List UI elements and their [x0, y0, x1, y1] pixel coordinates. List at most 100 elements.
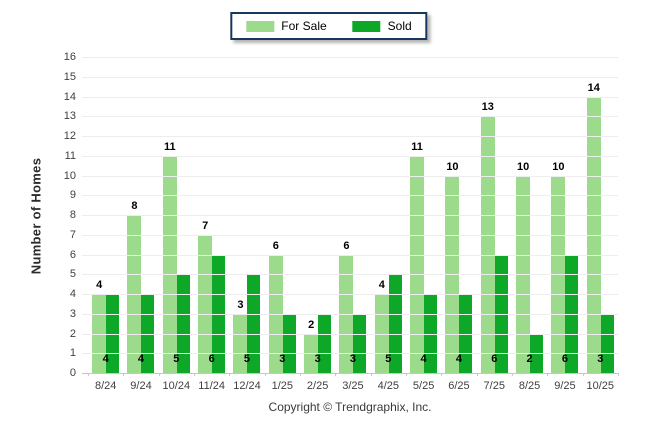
y-tick-label: 10 — [63, 169, 76, 182]
bar-group: 11 5 10/24 — [159, 58, 194, 392]
for-sale-bar: 7 — [198, 220, 213, 373]
gridline — [82, 57, 618, 58]
sold-value-label: 3 — [597, 353, 604, 365]
x-axis-label: 3/25 — [342, 380, 364, 392]
for-sale-value-label: 11 — [163, 140, 176, 153]
sold-value-label: 6 — [491, 353, 498, 365]
legend-item-sold: Sold — [352, 19, 412, 33]
x-axis-label: 9/25 — [554, 380, 576, 392]
for-sale-value-label: 14 — [587, 81, 600, 94]
for-sale-bar: 13 — [480, 101, 495, 373]
for-sale-bar: 11 — [410, 141, 425, 373]
gridline — [82, 215, 618, 216]
for-sale-bar: 3 — [233, 299, 248, 373]
sold-value-label: 3 — [314, 353, 321, 365]
x-axis-tick — [88, 373, 89, 376]
for-sale-value-label: 3 — [237, 298, 244, 311]
sold-value-label: 4 — [102, 353, 109, 365]
x-axis-tick — [406, 373, 407, 376]
for-sale-value-label: 8 — [131, 200, 138, 212]
y-tick-label: 16 — [63, 51, 76, 63]
x-axis-label: 11/24 — [198, 380, 225, 392]
sold-value-label: 6 — [208, 353, 215, 365]
plot-area: 4 4 8/24 8 4 9/24 11 5 10/24 7 6 11/24 3 5 12/24 6 3 1/25… — [82, 57, 619, 392]
sold-swatch — [352, 20, 381, 32]
bar-pair: 11 4 — [410, 141, 438, 373]
x-axis-label: 9/24 — [130, 380, 152, 392]
sold-value-label: 5 — [385, 353, 392, 365]
gridline — [82, 175, 618, 177]
x-axis-tick — [370, 373, 372, 376]
for-sale-value-label: 7 — [202, 219, 209, 232]
y-tick-label: 11 — [64, 149, 76, 162]
y-tick-label: 3 — [69, 307, 76, 320]
x-axis-tick — [194, 373, 195, 376]
sold-value-label: 6 — [561, 353, 568, 365]
sold-bar — [282, 313, 296, 373]
sold-bar — [247, 274, 261, 373]
gridline — [82, 76, 618, 78]
gridline — [82, 136, 618, 137]
sold-bar — [353, 313, 367, 373]
legend-label-for-sale: For Sale — [281, 19, 327, 33]
for-sale-value-label: 6 — [343, 239, 350, 252]
x-axis-tick — [300, 373, 301, 376]
legend-item-for-sale: For Sale — [246, 19, 327, 33]
y-tick-label: 15 — [63, 70, 76, 83]
y-tick-label: 2 — [69, 327, 76, 340]
y-tick-label: 1 — [69, 347, 76, 360]
gridline — [82, 116, 618, 118]
for-sale-bar: 11 — [162, 141, 177, 373]
y-tick-label: 0 — [69, 367, 76, 379]
for-sale-value-label: 4 — [96, 279, 103, 291]
gridline — [82, 313, 618, 315]
copyright-text: Copyright © Trendgraphix, Inc. — [268, 400, 432, 414]
x-axis-label: 4/25 — [377, 380, 399, 392]
x-axis-label: 6/25 — [448, 380, 470, 392]
y-tick-label: 13 — [63, 110, 76, 123]
x-axis-label: 7/25 — [483, 380, 505, 392]
for-sale-value-label: 6 — [272, 239, 279, 252]
gridline — [82, 274, 618, 276]
for-sale-swatch — [246, 20, 275, 32]
sold-value-label: 4 — [420, 353, 427, 365]
x-axis-tick — [618, 373, 619, 376]
x-axis-tick — [229, 373, 231, 376]
x-axis-label: 12/24 — [233, 380, 261, 392]
bar-group: 2 3 2/25 — [300, 58, 335, 392]
y-tick-label: 5 — [69, 268, 76, 281]
y-tick-label: 12 — [63, 130, 76, 142]
sold-bar — [318, 313, 332, 373]
x-axis-tick — [158, 373, 160, 376]
gridline — [82, 155, 618, 157]
legend: For Sale Sold — [230, 12, 428, 40]
x-axis-tick — [264, 373, 266, 376]
sold-value-label: 3 — [349, 353, 357, 365]
x-axis-label: 10/25 — [586, 380, 615, 392]
for-sale-value-label: 4 — [378, 279, 385, 291]
sold-value-label: 5 — [173, 353, 180, 365]
for-sale-value-label: 2 — [308, 318, 315, 331]
gridline — [82, 254, 618, 256]
y-tick-label: 4 — [69, 288, 76, 300]
for-sale-value-label: 11 — [411, 140, 423, 153]
x-axis-label: 8/25 — [518, 380, 541, 392]
gridline — [82, 353, 618, 355]
bar-group: 7 6 11/24 — [194, 58, 229, 392]
x-axis-tick — [512, 373, 513, 376]
sold-value-label: 3 — [279, 353, 286, 365]
sold-bar — [388, 274, 402, 373]
x-axis-tick — [547, 373, 549, 376]
x-axis-tick — [582, 373, 584, 376]
x-axis-tick — [123, 373, 125, 376]
y-tick-label: 7 — [69, 228, 76, 241]
y-tick-label: 8 — [69, 209, 76, 221]
y-tick-label: 14 — [63, 90, 76, 103]
gridline — [82, 294, 618, 295]
for-sale-value-label: 10 — [552, 160, 565, 173]
x-axis-tick — [335, 373, 337, 376]
y-tick-label: 9 — [69, 189, 76, 202]
